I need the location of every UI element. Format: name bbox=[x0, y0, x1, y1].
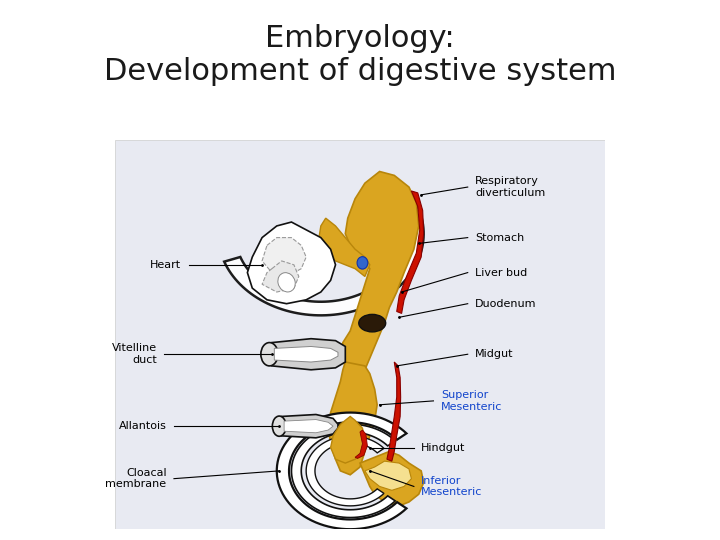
Polygon shape bbox=[248, 222, 336, 303]
Ellipse shape bbox=[357, 256, 368, 269]
Polygon shape bbox=[282, 415, 338, 438]
Text: Duodenum: Duodenum bbox=[475, 299, 536, 309]
Text: Development of digestive system: Development of digestive system bbox=[104, 57, 616, 86]
Text: Midgut: Midgut bbox=[475, 349, 513, 359]
Polygon shape bbox=[292, 424, 395, 517]
Ellipse shape bbox=[359, 314, 386, 332]
Ellipse shape bbox=[261, 342, 278, 366]
Polygon shape bbox=[360, 451, 423, 506]
Polygon shape bbox=[330, 416, 365, 463]
Polygon shape bbox=[341, 172, 419, 370]
Polygon shape bbox=[262, 238, 306, 276]
Text: Liver bud: Liver bud bbox=[475, 268, 527, 278]
Ellipse shape bbox=[272, 416, 286, 436]
Polygon shape bbox=[365, 461, 411, 490]
Polygon shape bbox=[318, 218, 370, 276]
Text: Allantois: Allantois bbox=[119, 421, 166, 431]
Polygon shape bbox=[306, 436, 384, 506]
Polygon shape bbox=[328, 362, 377, 475]
Polygon shape bbox=[115, 140, 605, 529]
Polygon shape bbox=[397, 191, 423, 313]
Text: Heart: Heart bbox=[150, 260, 181, 270]
Text: Vitelline
duct: Vitelline duct bbox=[112, 343, 157, 365]
Polygon shape bbox=[272, 339, 346, 370]
Text: Embryology:: Embryology: bbox=[265, 24, 455, 53]
Polygon shape bbox=[387, 362, 400, 461]
Text: Cloacal
membrane: Cloacal membrane bbox=[106, 468, 166, 489]
Text: Hindgut: Hindgut bbox=[421, 443, 466, 453]
Polygon shape bbox=[276, 413, 407, 529]
Text: Respiratory
diverticulum: Respiratory diverticulum bbox=[475, 176, 545, 198]
Polygon shape bbox=[355, 430, 367, 458]
Polygon shape bbox=[284, 420, 333, 433]
Text: Inferior
Mesenteric: Inferior Mesenteric bbox=[421, 476, 482, 497]
Polygon shape bbox=[274, 347, 338, 362]
Polygon shape bbox=[262, 261, 299, 292]
Ellipse shape bbox=[278, 273, 295, 292]
Text: Superior
Mesenteric: Superior Mesenteric bbox=[441, 390, 502, 411]
Polygon shape bbox=[224, 206, 423, 315]
Text: Stomach: Stomach bbox=[475, 233, 524, 242]
